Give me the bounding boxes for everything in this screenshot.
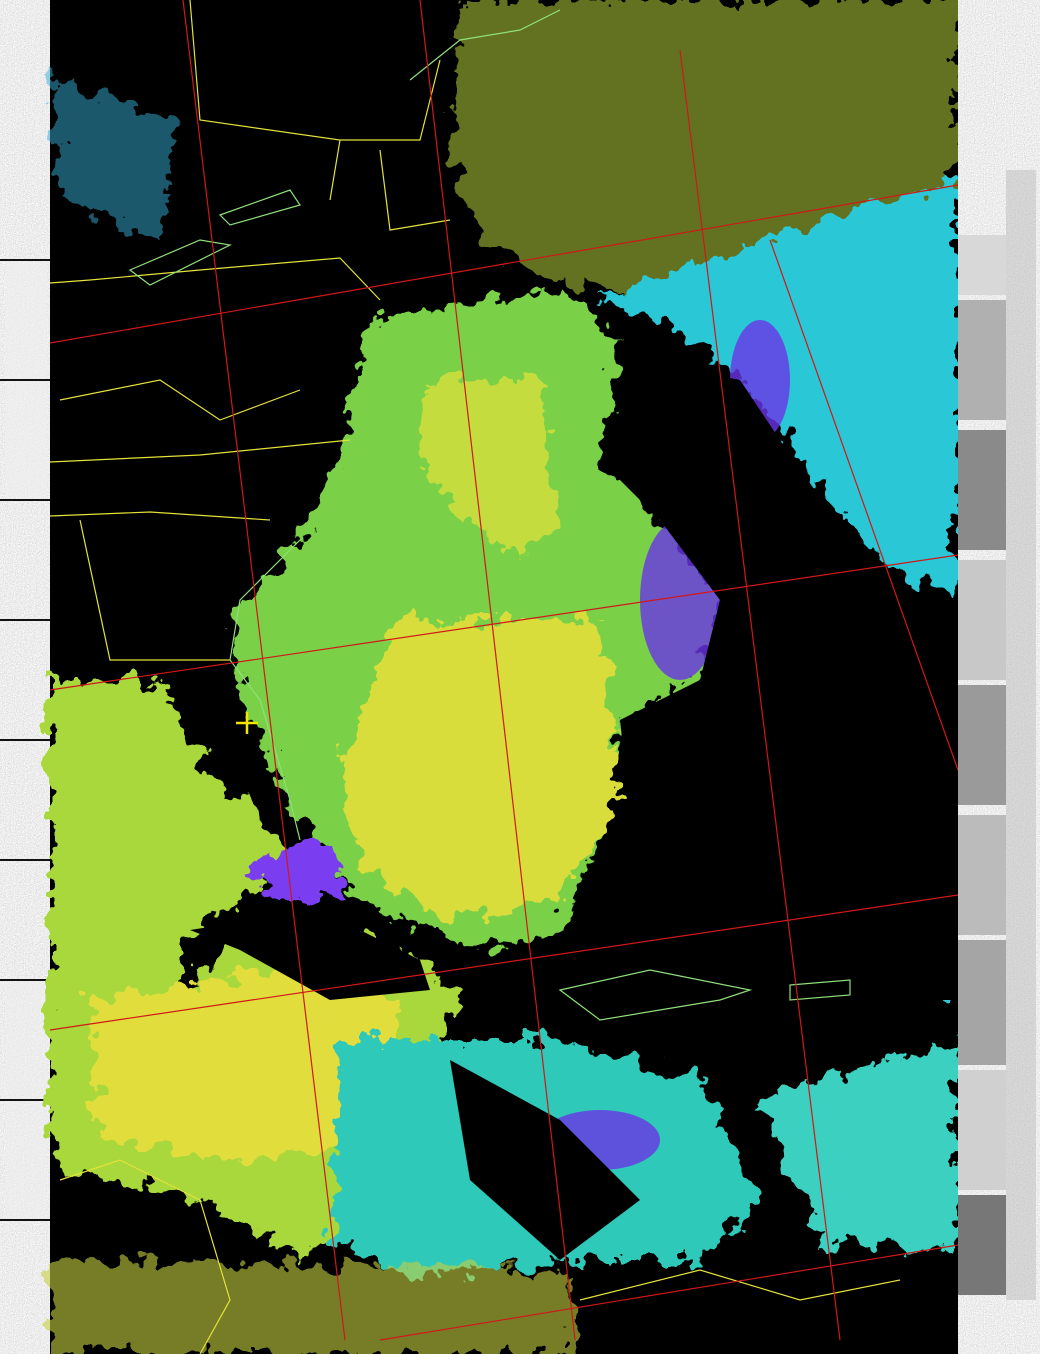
land-area — [190, 910, 430, 1000]
meridian — [419, 0, 576, 1341]
location-marker — [236, 712, 258, 734]
meridian — [769, 239, 959, 771]
clear-area — [600, 360, 958, 1000]
border — [189, 0, 341, 201]
cloud-thin — [250, 840, 350, 900]
border — [59, 379, 301, 421]
graticule — [49, 0, 959, 1341]
border — [49, 257, 381, 301]
cloud — [340, 620, 620, 920]
wedge — [958, 1195, 1006, 1295]
clear-sky — [190, 360, 958, 1260]
political-borders — [49, 0, 901, 1354]
border — [49, 511, 271, 521]
wedge — [958, 685, 1006, 805]
border — [379, 149, 451, 231]
meridian — [182, 0, 346, 1341]
lake — [128, 239, 232, 286]
border — [340, 59, 441, 141]
wedge — [958, 300, 1006, 420]
parallel — [49, 184, 959, 344]
parallel — [49, 894, 959, 1031]
cloud — [420, 380, 560, 560]
wedge — [958, 430, 1006, 550]
wedge — [958, 940, 1006, 1065]
island — [558, 969, 753, 1021]
wedge — [958, 1070, 1006, 1190]
clear-area — [450, 1060, 640, 1260]
parallel — [49, 554, 959, 691]
frame-markers — [0, 259, 50, 1221]
coastline — [409, 9, 561, 81]
cloud — [90, 960, 400, 1160]
sync-bars — [1006, 170, 1036, 1300]
wedge — [958, 235, 1006, 295]
island — [789, 979, 851, 1001]
border — [579, 1269, 901, 1301]
wedge — [958, 815, 1006, 935]
coastline — [229, 539, 301, 841]
coastlines — [128, 9, 851, 1021]
cloud-speckle — [50, 1260, 580, 1354]
cloud-speckle — [50, 80, 180, 240]
lake — [218, 189, 301, 226]
border — [79, 519, 230, 661]
telemetry-wedges — [958, 170, 1036, 1300]
border — [49, 439, 351, 463]
border — [59, 1159, 231, 1354]
wedge — [958, 560, 1006, 680]
parallel — [379, 1244, 959, 1341]
meridian — [679, 49, 841, 1341]
